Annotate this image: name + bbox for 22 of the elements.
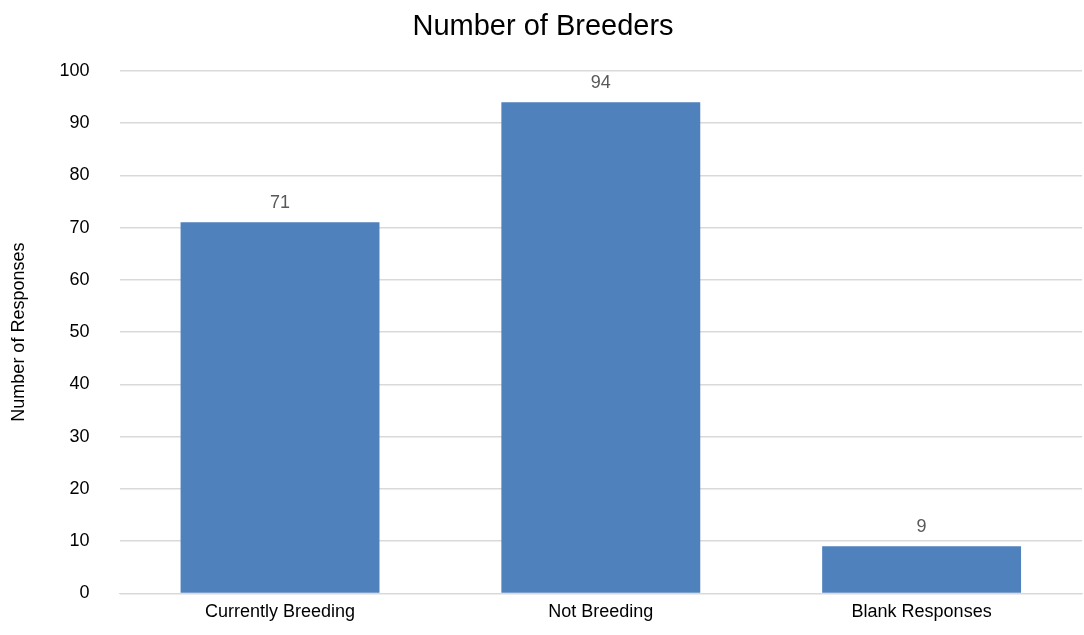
y-tick-label: 90 xyxy=(69,112,90,133)
y-tick-label: 80 xyxy=(69,164,90,185)
y-tick-label: 60 xyxy=(69,268,90,289)
y-axis-title: Number of Responses xyxy=(7,242,28,422)
data-label: 94 xyxy=(590,72,611,93)
y-tick-label: 0 xyxy=(79,582,90,603)
y-tick-label: 10 xyxy=(69,530,90,551)
data-label: 71 xyxy=(270,192,291,213)
y-tick-label: 40 xyxy=(69,373,90,394)
y-tick-label: 100 xyxy=(59,59,90,80)
y-tick-label: 30 xyxy=(69,425,90,446)
x-tick-label: Not Breeding xyxy=(548,601,654,622)
bar xyxy=(822,546,1022,593)
y-tick-label: 20 xyxy=(69,477,90,498)
y-tick-label: 50 xyxy=(69,321,90,342)
x-tick-label: Currently Breeding xyxy=(204,601,356,622)
data-label: 9 xyxy=(916,516,927,537)
bar xyxy=(180,222,380,593)
x-tick-label: Blank Responses xyxy=(851,601,992,622)
y-tick-label: 70 xyxy=(69,216,90,237)
bar xyxy=(501,102,701,593)
chart-title: Number of Breeders xyxy=(412,9,674,42)
